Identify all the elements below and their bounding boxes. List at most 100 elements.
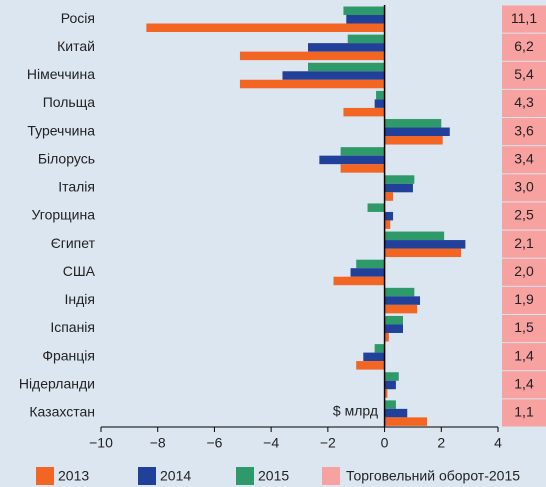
- category-label: Індія: [65, 291, 95, 307]
- bar: [384, 240, 466, 249]
- bar: [376, 90, 385, 100]
- turnover-label: 1,1: [514, 404, 534, 420]
- bar: [384, 408, 408, 418]
- turnover-label: 4,3: [514, 94, 534, 110]
- turnover-box: [502, 5, 546, 33]
- bar: [384, 127, 450, 137]
- category-label: Франція: [42, 347, 95, 363]
- bar: [340, 147, 385, 156]
- x-tick-label: −4: [263, 435, 279, 451]
- bar: [384, 324, 404, 333]
- turnover-label: 11,1: [511, 10, 537, 26]
- turnover-label: 2,5: [514, 207, 534, 223]
- x-tick-label: −2: [320, 435, 336, 451]
- turnover-label: 1,9: [514, 291, 534, 307]
- bar: [340, 164, 385, 173]
- bar: [374, 99, 385, 108]
- turnover-label: 5,4: [514, 66, 534, 82]
- turnover-box: [502, 399, 546, 427]
- turnover-box: [502, 174, 546, 202]
- turnover-label: 3,0: [514, 179, 534, 195]
- legend-label: 2014: [160, 468, 191, 484]
- category-label: Туреччина: [27, 122, 95, 138]
- bar: [384, 417, 428, 426]
- bar: [363, 352, 385, 362]
- bar: [384, 372, 399, 381]
- bar: [319, 155, 385, 165]
- turnover-label: 1,4: [514, 347, 534, 363]
- category-label: Угорщина: [32, 207, 96, 223]
- bar: [384, 136, 443, 145]
- turnover-label: 3,6: [514, 122, 534, 138]
- x-tick-label: 4: [494, 435, 502, 451]
- bar: [367, 203, 385, 212]
- category-label: Білорусь: [38, 150, 95, 166]
- bar: [384, 211, 394, 221]
- bar: [146, 23, 385, 32]
- bar: [356, 361, 385, 370]
- category-label: Казахстан: [29, 404, 95, 420]
- unit-annotation: $ млрд: [333, 403, 378, 419]
- turnover-box: [502, 314, 546, 343]
- bar: [384, 192, 394, 201]
- bar: [384, 248, 462, 258]
- turnover-box: [502, 202, 546, 230]
- legend-label: Торговельний оборот-2015: [346, 468, 520, 484]
- bar: [343, 6, 385, 15]
- bar: [346, 15, 385, 24]
- turnover-label: 3,4: [514, 150, 534, 166]
- turnover-box: [502, 33, 546, 61]
- turnover-label: 1,4: [514, 376, 534, 392]
- bar: [384, 380, 396, 390]
- bar: [384, 220, 391, 229]
- category-label: США: [63, 263, 96, 279]
- turnover-label: 6,2: [514, 38, 534, 54]
- turnover-box: [502, 343, 546, 371]
- turnover-box: [502, 61, 546, 89]
- bar: [350, 268, 385, 277]
- turnover-label: 2,1: [514, 235, 534, 251]
- bar: [384, 287, 415, 297]
- bar: [384, 315, 404, 325]
- bar: [239, 51, 385, 61]
- legend-label: 2015: [258, 468, 289, 484]
- category-label: Єгипет: [51, 235, 96, 251]
- bar: [384, 389, 388, 398]
- bar: [308, 43, 385, 52]
- legend-swatch: [36, 467, 54, 485]
- legend-label: 2013: [58, 468, 89, 484]
- category-label: Росія: [61, 10, 95, 26]
- turnover-box: [502, 286, 546, 314]
- category-label: Китай: [57, 38, 95, 54]
- bar: [384, 304, 418, 314]
- turnover-box: [502, 230, 546, 258]
- bar: [333, 276, 385, 286]
- turnover-box: [502, 371, 546, 399]
- turnover-box: [502, 89, 546, 118]
- bar: [384, 175, 415, 184]
- x-tick-label: 2: [437, 435, 445, 451]
- bar: [384, 296, 421, 305]
- x-tick-label: −8: [150, 435, 166, 451]
- turnover-box: [502, 118, 546, 146]
- category-label: Італія: [58, 179, 95, 195]
- legend-swatch: [322, 467, 340, 485]
- bar: [384, 119, 442, 128]
- bar: [356, 259, 385, 269]
- bar: [384, 183, 413, 193]
- category-label: Нідерланди: [19, 376, 95, 392]
- bar: [384, 332, 389, 342]
- legend-swatch: [236, 467, 254, 485]
- bar: [384, 400, 396, 409]
- bar: [343, 107, 385, 117]
- legend-swatch: [138, 467, 156, 485]
- category-label: Іспанія: [50, 319, 95, 335]
- x-tick-label: 0: [381, 435, 389, 451]
- category-label: Польща: [43, 94, 96, 110]
- bar: [347, 34, 385, 44]
- bar: [239, 79, 385, 89]
- bar: [282, 71, 385, 80]
- turnover-label: 2,0: [514, 263, 534, 279]
- x-tick-label: −6: [206, 435, 222, 451]
